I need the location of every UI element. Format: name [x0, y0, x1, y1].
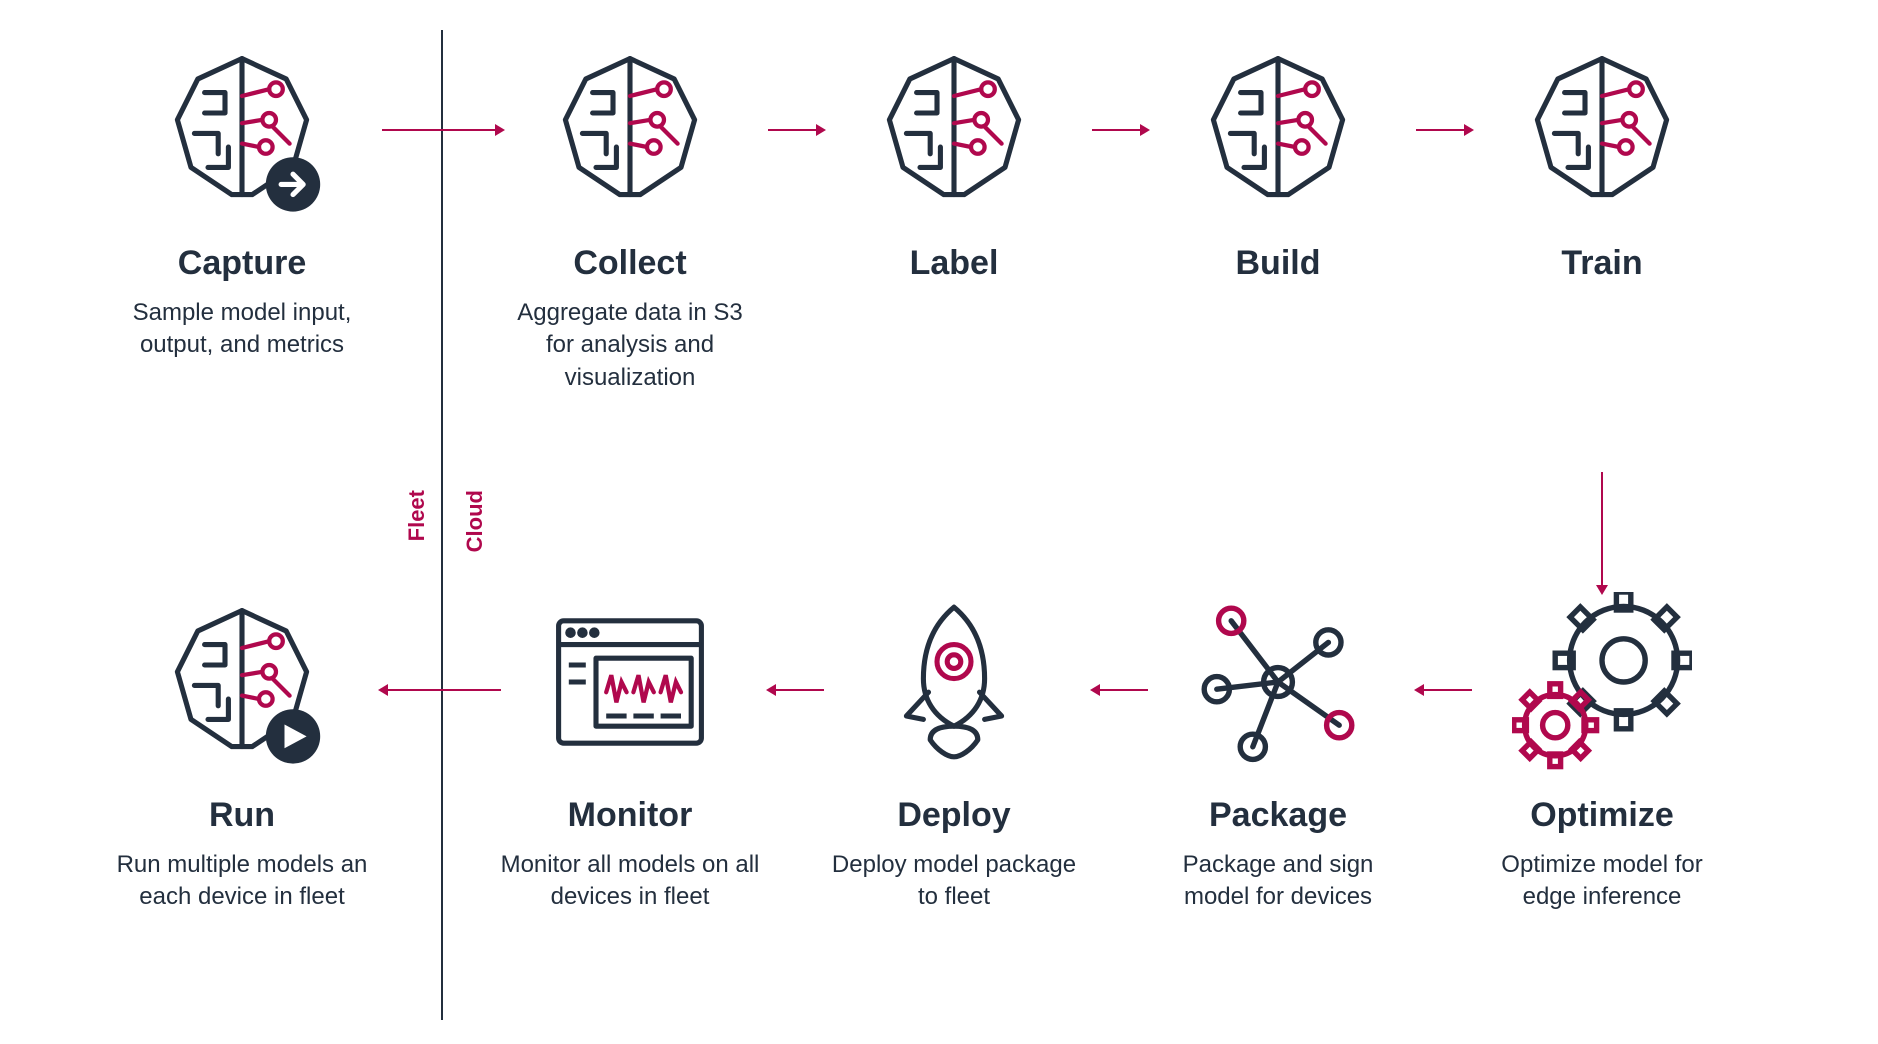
stage-build: Build — [1148, 40, 1408, 297]
deploy-title: Deploy — [897, 796, 1010, 835]
optimize-title: Optimize — [1530, 796, 1674, 835]
optimize-desc: Optimize model for edge inference — [1472, 849, 1732, 914]
fleet-cloud-divider — [441, 30, 443, 1020]
stage-run: Run Run multiple models an each device i… — [112, 592, 372, 914]
arrow-deploy-monitor — [766, 680, 826, 700]
arrow-package-deploy — [1090, 680, 1150, 700]
stage-capture: Capture Sample model input, output, and … — [112, 40, 372, 362]
package-title: Package — [1209, 796, 1347, 835]
package-desc: Package and sign model for devices — [1148, 849, 1408, 914]
brain-build-icon — [1188, 40, 1368, 220]
capture-desc: Sample model input, output, and metrics — [112, 297, 372, 362]
stage-package: Package Package and sign model for devic… — [1148, 592, 1408, 914]
train-title: Train — [1561, 244, 1642, 283]
stage-label: Label — [824, 40, 1084, 297]
arrow-label-build — [1090, 120, 1150, 140]
rocket-icon — [864, 592, 1044, 772]
stage-optimize: Optimize Optimize model for edge inferen… — [1472, 592, 1732, 914]
monitor-title: Monitor — [568, 796, 693, 835]
network-icon — [1188, 592, 1368, 772]
stage-monitor: Monitor Monitor all models on all device… — [500, 592, 760, 914]
gears-icon — [1512, 592, 1692, 772]
cloud-section-label: Cloud — [462, 490, 488, 552]
arrow-optimize-package — [1414, 680, 1474, 700]
arrow-monitor-run — [378, 680, 503, 700]
dashboard-icon — [540, 592, 720, 772]
stage-collect: Collect Aggregate data in S3 for analysi… — [500, 40, 760, 394]
fleet-section-label: Fleet — [404, 490, 430, 541]
brain-collect-icon — [540, 40, 720, 220]
monitor-desc: Monitor all models on all devices in fle… — [500, 849, 760, 914]
stage-deploy: Deploy Deploy model package to fleet — [824, 592, 1084, 914]
ml-lifecycle-diagram: Fleet Cloud — [0, 0, 1878, 1044]
collect-desc: Aggregate data in S3 for analysis and vi… — [500, 297, 760, 394]
build-title: Build — [1236, 244, 1321, 283]
deploy-desc: Deploy model package to fleet — [824, 849, 1084, 914]
arrow-train-optimize — [1592, 470, 1612, 595]
stage-train: Train — [1472, 40, 1732, 297]
arrow-collect-label — [766, 120, 826, 140]
label-title: Label — [910, 244, 999, 283]
brain-train-icon — [1512, 40, 1692, 220]
collect-title: Collect — [573, 244, 686, 283]
capture-title: Capture — [178, 244, 306, 283]
run-title: Run — [209, 796, 275, 835]
brain-run-icon — [152, 592, 332, 772]
arrow-capture-collect — [380, 120, 505, 140]
brain-capture-icon — [152, 40, 332, 220]
arrow-build-train — [1414, 120, 1474, 140]
brain-label-icon — [864, 40, 1044, 220]
run-desc: Run multiple models an each device in fl… — [112, 849, 372, 914]
